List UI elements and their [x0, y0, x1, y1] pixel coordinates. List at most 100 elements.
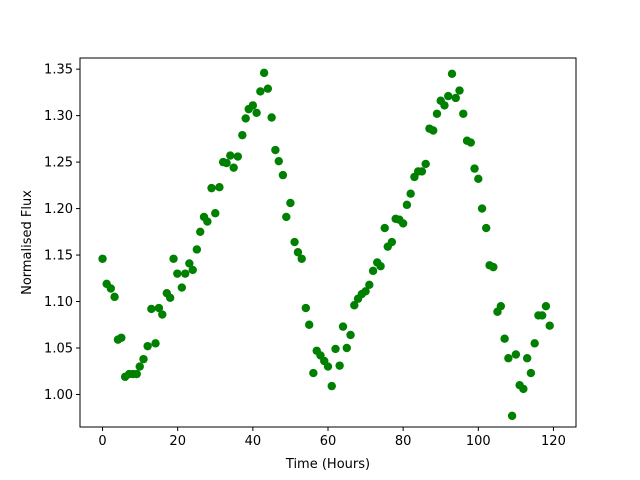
data-point [173, 269, 182, 278]
data-point [293, 248, 303, 257]
data-point [154, 303, 164, 313]
data-point [429, 126, 438, 135]
data-point [271, 145, 280, 155]
data-point [466, 138, 475, 147]
data-point [282, 212, 291, 222]
data-point [196, 227, 205, 237]
data-point [530, 339, 539, 348]
data-point [406, 189, 415, 198]
data-point [537, 311, 547, 320]
data-point [522, 354, 532, 363]
data-points [98, 68, 554, 421]
data-point [222, 158, 231, 168]
data-point [335, 361, 344, 370]
x-tick-label: 20 [169, 434, 186, 449]
y-tick-label: 1.15 [44, 249, 73, 264]
data-point [248, 101, 258, 110]
x-tick-label: 80 [395, 434, 412, 449]
data-point [143, 341, 152, 351]
data-point [305, 320, 314, 329]
data-point [323, 362, 333, 371]
data-point [398, 219, 408, 228]
data-point [350, 301, 359, 310]
x-tick-label: 0 [98, 434, 106, 449]
y-tick-label: 1.05 [44, 341, 73, 356]
data-point [252, 108, 261, 118]
data-point [526, 368, 536, 378]
y-tick-label: 1.10 [44, 295, 73, 310]
data-point [459, 109, 468, 118]
data-point [226, 151, 235, 160]
data-point [376, 262, 385, 271]
y-tick-label: 1.35 [44, 63, 73, 78]
data-point [207, 183, 216, 193]
x-tick-label: 60 [320, 434, 337, 449]
data-point [481, 223, 491, 233]
data-point [211, 209, 220, 218]
data-point [331, 344, 340, 354]
y-tick-label: 1.30 [44, 109, 73, 124]
data-point [417, 167, 427, 176]
data-point [229, 163, 238, 172]
data-point [135, 362, 144, 371]
y-axis-label: Normalised Flux [20, 190, 35, 295]
data-point [147, 304, 156, 314]
y-axis: 1.00 1.05 1.10 1.15 1.20 1.25 1.30 1.35 [44, 63, 80, 403]
data-point [470, 164, 479, 173]
data-point [177, 283, 187, 292]
data-point [290, 237, 299, 247]
data-point [500, 334, 509, 343]
data-point [504, 354, 513, 363]
data-point [188, 265, 197, 275]
data-point [117, 333, 126, 342]
data-point [519, 384, 528, 394]
data-point [309, 368, 318, 378]
data-point [432, 109, 442, 118]
data-point [286, 198, 295, 208]
data-point [158, 310, 167, 319]
data-point [327, 381, 336, 391]
data-point [511, 350, 521, 359]
data-point [421, 159, 430, 169]
data-point [238, 130, 247, 140]
data-point [387, 237, 397, 247]
data-point [181, 269, 190, 278]
data-point [203, 217, 212, 226]
data-point [489, 262, 498, 272]
data-point [274, 156, 283, 166]
data-point [98, 254, 107, 263]
data-point [169, 254, 178, 263]
data-point [110, 292, 119, 302]
data-point [477, 204, 487, 213]
data-point [361, 287, 370, 296]
data-point [451, 93, 460, 103]
x-tick-label: 120 [541, 434, 566, 449]
data-point [267, 113, 276, 122]
data-point [165, 293, 175, 302]
data-point [342, 343, 351, 353]
data-point [192, 245, 202, 254]
data-point [151, 339, 160, 348]
x-tick-label: 40 [245, 434, 262, 449]
data-point [365, 280, 374, 289]
data-point [444, 91, 453, 101]
data-point [215, 183, 224, 192]
data-point [139, 354, 148, 364]
data-point [541, 301, 551, 311]
data-point [297, 254, 306, 263]
data-point [263, 84, 273, 93]
data-point [132, 369, 141, 379]
data-point [256, 87, 265, 96]
x-axis-label: Time (Hours) [285, 457, 370, 472]
y-tick-label: 1.20 [44, 202, 73, 217]
data-point [368, 266, 378, 276]
data-point [440, 101, 449, 110]
y-tick-label: 1.00 [44, 388, 73, 403]
data-point [545, 321, 554, 330]
data-point [278, 170, 288, 180]
data-point [455, 86, 464, 95]
data-point [447, 69, 457, 79]
data-point [496, 301, 506, 311]
